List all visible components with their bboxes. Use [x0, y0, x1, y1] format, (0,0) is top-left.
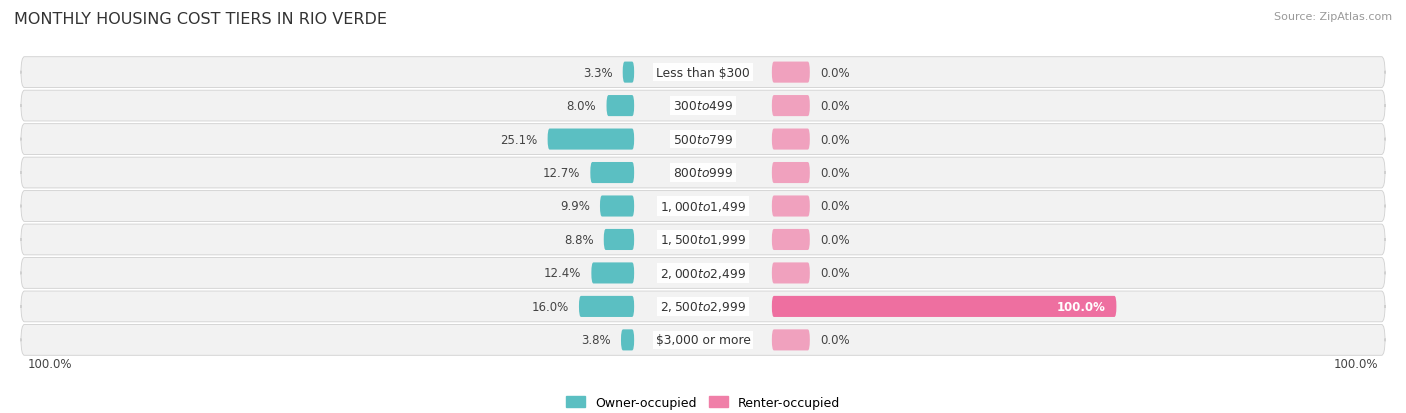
Text: 0.0%: 0.0% — [820, 100, 849, 113]
Text: $3,000 or more: $3,000 or more — [655, 334, 751, 347]
Text: $1,500 to $1,999: $1,500 to $1,999 — [659, 233, 747, 247]
Text: 0.0%: 0.0% — [820, 166, 849, 180]
Text: $2,500 to $2,999: $2,500 to $2,999 — [659, 300, 747, 313]
FancyBboxPatch shape — [21, 258, 1385, 289]
FancyBboxPatch shape — [21, 191, 1385, 222]
Text: $800 to $999: $800 to $999 — [673, 166, 733, 180]
Text: 16.0%: 16.0% — [531, 300, 568, 313]
Text: 0.0%: 0.0% — [820, 334, 849, 347]
Text: $2,000 to $2,499: $2,000 to $2,499 — [659, 266, 747, 280]
FancyBboxPatch shape — [21, 225, 1385, 255]
FancyBboxPatch shape — [772, 330, 810, 351]
FancyBboxPatch shape — [591, 163, 634, 184]
FancyBboxPatch shape — [21, 325, 1385, 356]
Text: 8.0%: 8.0% — [567, 100, 596, 113]
FancyBboxPatch shape — [21, 91, 1385, 122]
Legend: Owner-occupied, Renter-occupied: Owner-occupied, Renter-occupied — [561, 391, 845, 413]
Text: $1,000 to $1,499: $1,000 to $1,499 — [659, 199, 747, 214]
FancyBboxPatch shape — [606, 96, 634, 117]
Text: 0.0%: 0.0% — [820, 66, 849, 79]
FancyBboxPatch shape — [621, 330, 634, 351]
Text: Less than $300: Less than $300 — [657, 66, 749, 79]
Text: 3.3%: 3.3% — [582, 66, 613, 79]
Text: 25.1%: 25.1% — [501, 133, 537, 146]
Text: 12.7%: 12.7% — [543, 166, 581, 180]
FancyBboxPatch shape — [772, 263, 810, 284]
FancyBboxPatch shape — [21, 57, 1385, 88]
Text: 0.0%: 0.0% — [820, 267, 849, 280]
FancyBboxPatch shape — [603, 229, 634, 250]
FancyBboxPatch shape — [547, 129, 634, 150]
Text: 8.8%: 8.8% — [564, 233, 593, 247]
Text: $500 to $799: $500 to $799 — [673, 133, 733, 146]
FancyBboxPatch shape — [772, 196, 810, 217]
FancyBboxPatch shape — [21, 158, 1385, 188]
FancyBboxPatch shape — [772, 229, 810, 250]
FancyBboxPatch shape — [21, 291, 1385, 322]
Text: MONTHLY HOUSING COST TIERS IN RIO VERDE: MONTHLY HOUSING COST TIERS IN RIO VERDE — [14, 12, 387, 27]
FancyBboxPatch shape — [579, 296, 634, 317]
Text: 0.0%: 0.0% — [820, 200, 849, 213]
Text: 3.8%: 3.8% — [581, 334, 610, 347]
FancyBboxPatch shape — [772, 296, 1116, 317]
FancyBboxPatch shape — [592, 263, 634, 284]
Text: 100.0%: 100.0% — [28, 357, 72, 370]
Text: 100.0%: 100.0% — [1334, 357, 1378, 370]
FancyBboxPatch shape — [772, 163, 810, 184]
Text: 0.0%: 0.0% — [820, 133, 849, 146]
FancyBboxPatch shape — [623, 62, 634, 83]
Text: 9.9%: 9.9% — [560, 200, 589, 213]
Text: 12.4%: 12.4% — [544, 267, 581, 280]
FancyBboxPatch shape — [772, 62, 810, 83]
Text: Source: ZipAtlas.com: Source: ZipAtlas.com — [1274, 12, 1392, 22]
FancyBboxPatch shape — [772, 129, 810, 150]
FancyBboxPatch shape — [600, 196, 634, 217]
FancyBboxPatch shape — [21, 124, 1385, 155]
FancyBboxPatch shape — [772, 96, 810, 117]
Text: 0.0%: 0.0% — [820, 233, 849, 247]
Text: $300 to $499: $300 to $499 — [673, 100, 733, 113]
Text: 100.0%: 100.0% — [1057, 300, 1107, 313]
